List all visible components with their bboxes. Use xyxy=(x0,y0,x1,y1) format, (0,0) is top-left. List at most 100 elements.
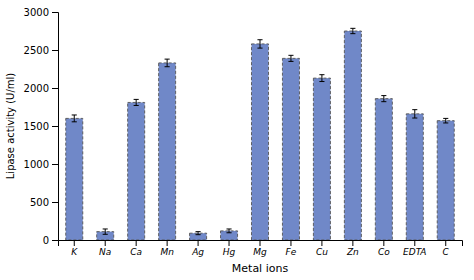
error-bar-cap xyxy=(412,118,417,119)
y-axis: 0 500 1000 1500 2000 2500 3000 xyxy=(24,7,59,246)
x-tick: K xyxy=(71,240,78,257)
y-tick-label: 1500 xyxy=(24,121,49,132)
x-tick-label: Mg xyxy=(253,247,267,257)
x-tick-mark xyxy=(383,240,384,246)
y-tick-label: 2500 xyxy=(24,45,49,56)
bar xyxy=(344,31,361,240)
y-tick-label: 0 xyxy=(43,235,49,246)
x-tick-label: Na xyxy=(99,247,111,257)
error-bar-line xyxy=(383,96,384,102)
error-bar-cap xyxy=(257,48,262,49)
x-tick-mark xyxy=(198,240,199,246)
error-bar-cap xyxy=(412,109,417,110)
x-axis-line xyxy=(59,241,463,247)
error-bar-cap xyxy=(226,232,231,233)
error-bar-cap xyxy=(165,59,170,60)
x-tick-label: Mn xyxy=(160,247,174,257)
error-bar-cap xyxy=(350,33,355,34)
y-tick: 1500 xyxy=(24,121,58,132)
y-axis-title: Lipase activity (U/ml) xyxy=(5,73,16,180)
error-bar-cap xyxy=(134,105,139,106)
error-bar-cap xyxy=(134,99,139,100)
x-tick-label: Ca xyxy=(130,247,142,257)
bar xyxy=(190,233,207,240)
error-bar-cap xyxy=(103,234,108,235)
x-tick-mark xyxy=(167,240,168,246)
x-tick: C xyxy=(443,240,450,257)
error-bar-cap xyxy=(72,121,77,122)
x-tick-mark xyxy=(352,240,353,246)
bar xyxy=(313,78,330,240)
error-bar-cap xyxy=(288,61,293,62)
error-bar-line xyxy=(136,99,137,105)
error-bar-line xyxy=(229,229,230,233)
error-bar-line xyxy=(414,110,415,118)
error-bar-cap xyxy=(226,228,231,229)
y-tick-mark xyxy=(52,12,58,13)
x-tick: Na xyxy=(99,240,111,257)
error-bar xyxy=(443,118,448,123)
y-tick-mark xyxy=(52,202,58,203)
x-tick-mark xyxy=(260,240,261,246)
error-bar xyxy=(319,75,324,82)
y-tick: 1000 xyxy=(24,159,58,170)
error-bar-line xyxy=(167,59,168,67)
error-bar-cap xyxy=(443,118,448,119)
error-bar-line xyxy=(74,115,75,122)
bar xyxy=(251,44,268,240)
x-tick: Mn xyxy=(160,240,174,257)
error-bar-cap xyxy=(319,81,324,82)
error-bar xyxy=(196,232,201,235)
x-tick-label: Ag xyxy=(191,247,204,257)
error-bar-cap xyxy=(350,28,355,29)
x-tick-label: Co xyxy=(378,247,390,257)
error-bar-line xyxy=(105,229,106,234)
x-axis-title: Metal ions xyxy=(232,262,289,275)
y-tick-mark xyxy=(52,164,58,165)
error-bar xyxy=(134,99,139,105)
bar xyxy=(375,99,392,240)
y-tick: 2500 xyxy=(24,45,58,56)
x-tick-mark xyxy=(136,240,137,246)
y-tick-label: 3000 xyxy=(24,7,49,18)
x-axis: KNaCaMnAgHgMgFeCuZnCoEDTAC xyxy=(59,240,463,257)
error-bar-cap xyxy=(257,39,262,40)
x-tick-label: K xyxy=(71,247,78,257)
x-tick: Co xyxy=(378,240,390,257)
x-tick: EDTA xyxy=(403,240,426,257)
x-tick-label: Cu xyxy=(316,247,328,257)
y-tick-label: 2000 xyxy=(24,83,49,94)
error-bar-cap xyxy=(196,234,201,235)
x-tick-label: EDTA xyxy=(403,247,426,257)
y-tick-mark xyxy=(52,88,58,89)
y-axis-line xyxy=(52,13,59,241)
y-tick-label: 500 xyxy=(30,197,49,208)
x-tick: Zn xyxy=(346,240,359,257)
error-bar xyxy=(381,96,386,102)
x-tick-mark xyxy=(290,240,291,246)
error-bar-cap xyxy=(443,122,448,123)
chart-container: 050010001500200025003000KNaCaMnAgHgMgFeC… xyxy=(0,0,474,280)
error-bar xyxy=(226,229,231,233)
error-bar xyxy=(103,229,108,234)
y-tick-label: 1000 xyxy=(24,159,49,170)
error-bar-cap xyxy=(288,55,293,56)
x-tick-label: Fe xyxy=(286,247,297,257)
x-tick-label: Zn xyxy=(346,247,359,257)
y-tick: 0 xyxy=(43,235,58,246)
error-bar-line xyxy=(352,28,353,33)
x-tick: Cu xyxy=(316,240,328,257)
error-bar xyxy=(412,110,417,118)
y-tick-mark xyxy=(52,50,58,51)
error-bar xyxy=(257,40,262,48)
error-bar-cap xyxy=(319,74,324,75)
error-bar-line xyxy=(445,118,446,123)
bar xyxy=(437,121,454,240)
x-tick-mark xyxy=(445,240,446,246)
x-tick-label: C xyxy=(443,247,450,257)
error-bar xyxy=(288,55,293,61)
error-bar-cap xyxy=(72,114,77,115)
error-bar-cap xyxy=(165,66,170,67)
bar xyxy=(128,102,145,240)
x-tick: Ag xyxy=(191,240,204,257)
